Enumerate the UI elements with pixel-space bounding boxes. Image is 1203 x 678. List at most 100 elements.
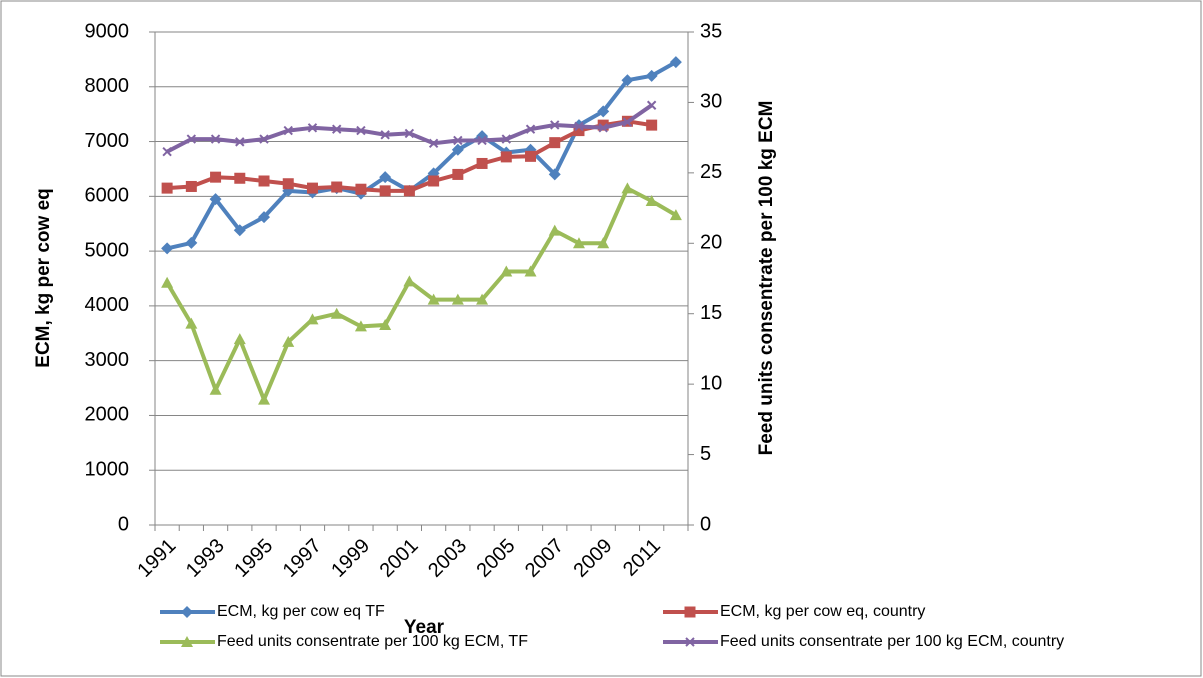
data-point: [282, 335, 295, 347]
legend-label: ECM, kg per cow eq TF: [217, 603, 385, 620]
data-point: [645, 69, 658, 82]
y2-tick-label: 35: [700, 20, 722, 42]
data-point: [354, 320, 367, 332]
data-point: [451, 293, 464, 305]
data-point: [669, 209, 682, 221]
data-point: [597, 105, 610, 118]
data-point: [185, 180, 197, 192]
data-point: [427, 293, 440, 305]
data-point: [403, 275, 416, 287]
data-point: [403, 185, 415, 197]
data-point: [258, 393, 271, 405]
legend-marker: [181, 636, 193, 647]
data-point: [524, 265, 537, 277]
data-point: [500, 265, 513, 277]
series-line: [166, 60, 677, 251]
data-point: [453, 135, 463, 146]
data-point: [355, 183, 367, 195]
data-point: [234, 172, 246, 184]
data-point: [621, 74, 634, 87]
data-point: [549, 137, 561, 149]
data-point: [380, 130, 390, 140]
data-point: [233, 333, 246, 345]
data-point: [646, 100, 657, 110]
data-point: [476, 157, 488, 169]
data-point: [161, 182, 173, 194]
y-tick-label: 9000: [85, 20, 130, 42]
y-axis-title: ECM, kg per cow eq: [33, 188, 54, 367]
y-tick-label: 7000: [85, 130, 130, 152]
y2-tick-label: 25: [700, 161, 722, 183]
y-tick-label: 8000: [85, 75, 130, 97]
data-point: [573, 125, 585, 137]
legend-marker: [685, 637, 695, 647]
data-point: [428, 138, 439, 148]
legend-marker: [684, 606, 696, 618]
data-point: [622, 117, 633, 127]
series-line: [165, 186, 677, 402]
data-point: [550, 120, 560, 130]
data-point: [186, 134, 197, 144]
data-point: [259, 134, 269, 144]
y-tick-label: 2000: [85, 404, 130, 426]
data-point: [646, 119, 658, 131]
data-point: [209, 383, 222, 395]
data-point: [597, 119, 609, 131]
y2-tick-label: 0: [700, 513, 711, 535]
data-point: [233, 224, 246, 237]
data-point: [525, 150, 537, 162]
data-point: [235, 137, 245, 147]
data-point: [598, 123, 608, 133]
data-point: [161, 242, 174, 255]
data-point: [331, 124, 342, 134]
data-point: [162, 147, 172, 157]
legend-marker: [181, 606, 193, 618]
data-point: [525, 124, 536, 134]
y-tick-label: 1000: [85, 459, 130, 481]
legend-label: ECM, kg per cow eq, country: [720, 603, 925, 620]
data-point: [572, 237, 585, 249]
data-point: [645, 195, 658, 207]
data-point: [379, 318, 392, 330]
y-tick-label: 5000: [85, 239, 130, 261]
data-point: [185, 317, 198, 329]
data-point: [476, 293, 489, 305]
y2-tick-label: 15: [700, 302, 722, 324]
data-point: [548, 224, 561, 236]
data-point: [161, 276, 174, 288]
data-point: [428, 175, 440, 187]
y2-tick-label: 20: [700, 232, 722, 254]
data-point: [548, 168, 561, 181]
y-tick-label: 4000: [85, 294, 130, 316]
y2-axis-title: Feed units consentrate per 100 kg ECM: [756, 101, 777, 456]
data-point: [209, 193, 222, 206]
data-point: [331, 181, 343, 193]
y-tick-label: 0: [118, 513, 129, 535]
data-point: [306, 313, 319, 325]
data-point: [185, 236, 198, 249]
data-point: [210, 134, 221, 144]
data-point: [379, 171, 392, 184]
y2-tick-label: 10: [700, 372, 722, 394]
data-point: [258, 211, 271, 224]
y2-tick-label: 5: [700, 443, 711, 465]
data-point: [669, 56, 682, 69]
data-point: [404, 128, 415, 139]
data-point: [330, 307, 343, 319]
data-point: [477, 135, 487, 146]
data-point: [597, 237, 610, 249]
y-tick-label: 6000: [85, 185, 130, 207]
x-axis-title: Year: [404, 617, 445, 638]
y-tick-label: 3000: [85, 349, 130, 371]
data-point: [452, 168, 464, 180]
data-point: [283, 125, 293, 136]
data-point: [356, 125, 366, 136]
data-point: [282, 178, 294, 190]
data-point: [621, 182, 634, 194]
data-point: [307, 123, 318, 133]
data-point: [574, 121, 584, 132]
y2-tick-label: 30: [700, 91, 722, 113]
data-point: [379, 185, 391, 197]
data-point: [258, 175, 270, 187]
